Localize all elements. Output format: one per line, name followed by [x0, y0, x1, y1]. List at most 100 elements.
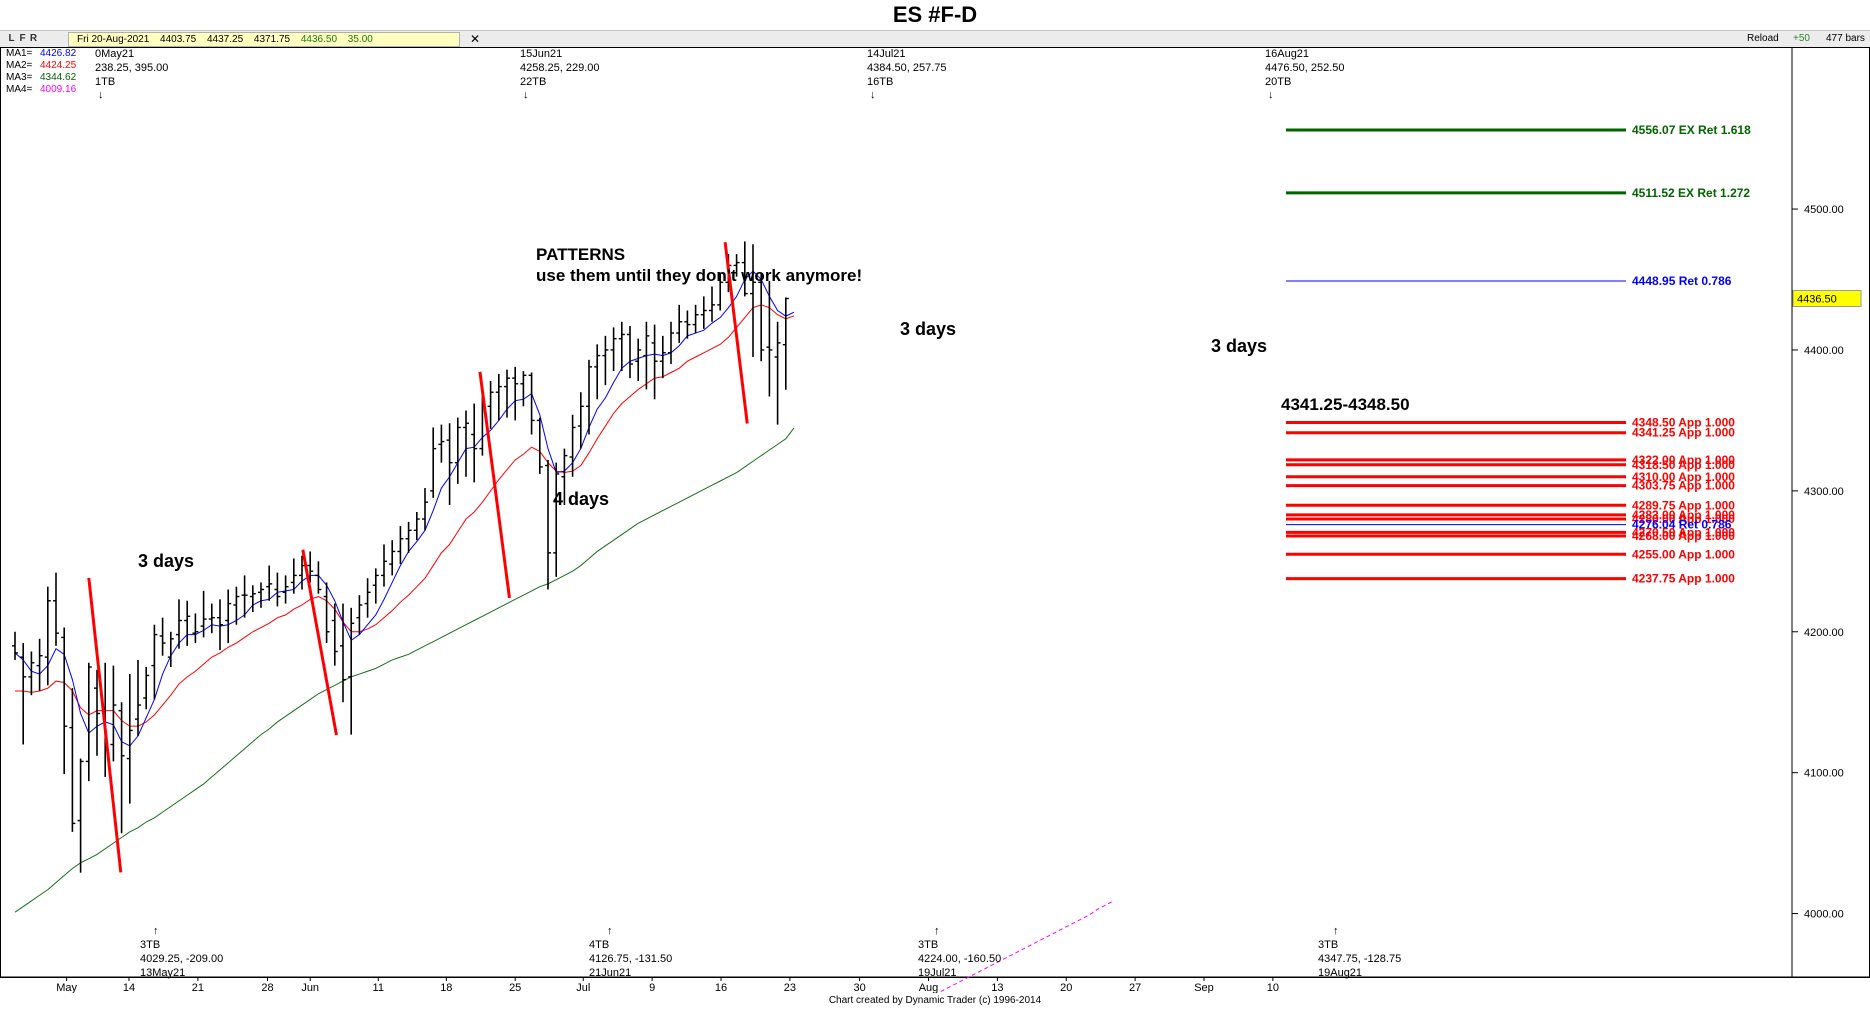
day-count-label: 3 days — [1211, 336, 1267, 356]
last-price-label: 4436.50 — [1797, 294, 1837, 306]
ohlc-bar — [151, 624, 158, 700]
ohlc-bar — [282, 575, 289, 604]
ohlc-bar — [69, 688, 76, 832]
ohlc-bar — [602, 335, 609, 386]
x-tick-label: 28 — [261, 982, 273, 993]
target-label: 4341.25 App 1.000 — [1632, 426, 1735, 440]
target-label: 4318.50 App 1.000 — [1632, 458, 1735, 472]
ohlc-bar — [545, 459, 551, 590]
legend-label: MA2= — [6, 60, 33, 71]
ohlc-bar — [627, 326, 633, 379]
x-tick-label: Aug — [919, 982, 939, 993]
ohlc-bar — [520, 371, 527, 407]
ohlc-bar — [323, 582, 330, 644]
legend-value: 4344.62 — [40, 72, 77, 83]
x-tick-label: 23 — [784, 982, 796, 993]
ohlc-bar — [397, 526, 404, 565]
ohlc-bar — [258, 582, 264, 608]
chart-title: ES #F-D — [892, 2, 978, 27]
plot-frame — [0, 47, 1870, 978]
ohlc-bar — [307, 551, 314, 583]
ohlc-bar — [135, 659, 141, 737]
y-tick-label: 4000.00 — [1804, 909, 1844, 921]
target-label: 4237.75 App 1.000 — [1632, 572, 1735, 586]
down-arrow-icon: ↓ — [523, 89, 529, 101]
x-tick-label: 27 — [1129, 982, 1141, 993]
swing-line — [478, 371, 511, 599]
ohlc-bar — [233, 586, 240, 625]
pivot-date-label: 16Aug21 — [1265, 48, 1309, 60]
pivot-tb-label: 3TB — [918, 939, 938, 951]
target-label: 4276.04 Ret 0.786 — [1632, 518, 1732, 532]
r-button[interactable]: R — [29, 33, 38, 44]
footer-credit: Chart created by Dynamic Trader (c) 1996… — [828, 995, 1042, 1006]
ohlc-bar — [577, 392, 584, 449]
last-price-box — [1792, 290, 1862, 308]
f-button[interactable]: F — [19, 33, 26, 44]
ohlc-bar — [438, 424, 445, 463]
ma3-line — [14, 427, 795, 913]
ohlc-bar — [20, 643, 27, 745]
price-chart[interactable]: 4000.00 4100.00 4200.00 4300.00 4400.00 4500.… — [0, 47, 1870, 993]
ohlc-bar — [635, 338, 642, 381]
pivot-price-label: 4384.50, 257.75 — [867, 62, 947, 74]
pivot-date-label: 19Jul21 — [918, 967, 957, 979]
ohlc-bar — [676, 304, 683, 343]
down-arrow-icon: ↓ — [98, 89, 104, 101]
reload-button[interactable]: Reload — [1747, 33, 1779, 44]
quote-high: 4437.25 — [206, 34, 244, 45]
target-label: 4289.75 App 1.000 — [1632, 498, 1735, 512]
up-arrow-icon: ↑ — [153, 925, 159, 937]
pivot-tb-label: 3TB — [1318, 939, 1338, 951]
x-tick-label: 11 — [373, 982, 384, 993]
x-tick-label: Sep — [1194, 982, 1214, 993]
target-label: 4322.00 App 1.000 — [1632, 453, 1735, 467]
ohlc-bar — [594, 344, 601, 400]
ohlc-bar — [430, 427, 437, 498]
ohlc-bar — [774, 321, 781, 425]
ohlc-bar — [348, 607, 355, 735]
target-label: 4255.00 App 1.000 — [1632, 547, 1735, 561]
x-tick-label: 13 — [991, 982, 1003, 993]
ohlc-bar — [143, 667, 150, 710]
pivot-date-label: 13May21 — [140, 967, 185, 979]
ohlc-bar — [217, 599, 223, 651]
y-tick-label: 4400.00 — [1804, 345, 1844, 357]
ohlc-bar — [782, 297, 789, 390]
pivot-price-label: 4476.50, 252.50 — [1265, 62, 1345, 74]
ohlc-bar — [668, 321, 674, 365]
l-button[interactable]: L — [8, 33, 15, 44]
patterns-title: PATTERNS — [536, 245, 625, 264]
swing-line — [723, 241, 749, 424]
ohlc-bar — [422, 488, 428, 531]
pivot-tb-label: 4TB — [589, 939, 609, 951]
ohlc-bar — [610, 327, 617, 372]
ohlc-bar — [340, 603, 346, 703]
quote-change: 35.00 — [347, 34, 373, 45]
legend-label: MA1= — [6, 48, 33, 59]
quote-close: 4436.50 — [300, 34, 338, 45]
target-label: 4448.95 Ret 0.786 — [1632, 274, 1732, 288]
zone-label: 4341.25-4348.50 — [1281, 395, 1410, 414]
ohlc-bar — [381, 544, 387, 587]
ohlc-bar — [364, 578, 371, 618]
target-label: 4268.00 App 1.000 — [1632, 529, 1735, 543]
ohlc-bar — [692, 304, 699, 334]
ohlc-bar — [28, 651, 35, 696]
pivot-date-label: 14Jul21 — [867, 48, 906, 60]
pivot-price-label: 4126.75, -131.50 — [589, 953, 672, 965]
x-tick-label: 20 — [1060, 982, 1072, 993]
quote-box: Fri 20-Aug-2021 4403.75 4437.25 4371.75 … — [68, 32, 460, 47]
up-arrow-icon: ↑ — [934, 925, 940, 937]
pivot-price-label: 238.25, 395.00 — [95, 62, 168, 74]
ohlc-bar — [192, 613, 199, 644]
plus-bars-button[interactable]: +50 — [1793, 33, 1810, 44]
ohlc-bar — [553, 462, 560, 577]
target-label: 4283.00 App 1.000 — [1632, 508, 1735, 522]
close-icon[interactable]: ✕ — [470, 32, 481, 46]
pivot-tb-label: 22TB — [520, 76, 546, 88]
ohlc-bar — [225, 589, 232, 644]
ohlc-bar — [758, 272, 765, 362]
ma2-line — [15, 304, 795, 727]
